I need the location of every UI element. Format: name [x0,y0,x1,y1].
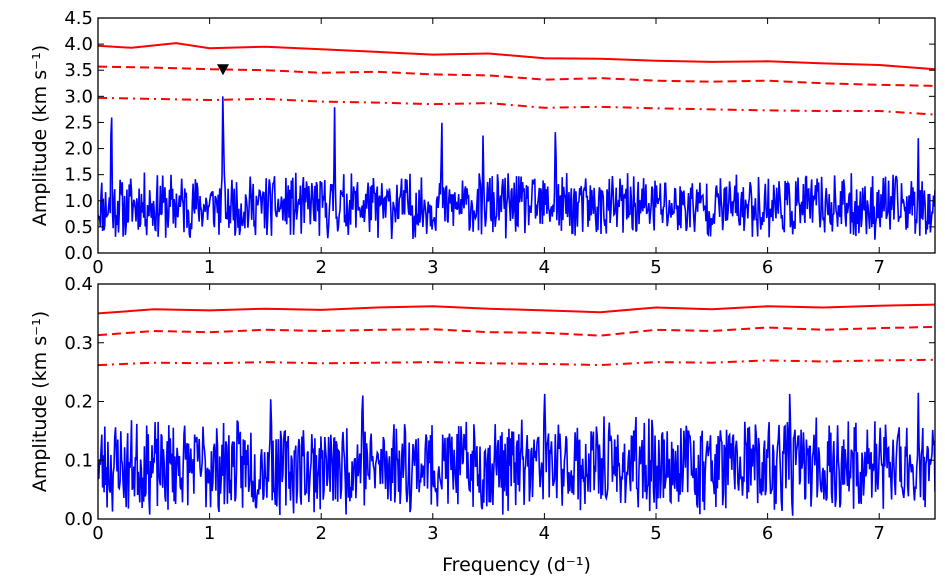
x-tick-label: 2 [315,523,326,544]
plot-area [98,42,935,240]
peak-marker-triangle [216,64,229,76]
y-axis-label: Amplitude (km s⁻¹) [29,311,51,492]
threshold-line-solid [98,303,935,315]
x-tick-label: 0 [92,257,103,278]
x-tick-label: 0 [92,523,103,544]
amplitude-spectrum-line [98,392,935,516]
threshold-line-dashed [98,325,935,337]
y-tick-label: 4.0 [64,34,93,55]
plot-area [98,303,935,516]
y-tick-label: 0.2 [64,392,93,413]
amplitude-spectrum-line [98,96,935,240]
x-tick-label: 5 [650,523,661,544]
threshold-line-dashdot [98,96,935,116]
y-tick-label: 0.0 [64,243,93,264]
y-tick-label: 0.1 [64,450,93,471]
y-tick-label: 1.0 [64,191,93,212]
y-tick-label: 0.4 [64,274,93,295]
x-axis-label: Frequency (d⁻¹) [442,554,591,576]
threshold-line-solid [98,42,935,71]
x-tick-label: 6 [762,257,773,278]
x-tick-label: 2 [315,257,326,278]
x-tick-label: 6 [762,523,773,544]
y-axis-label: Amplitude (km s⁻¹) [29,45,51,226]
x-tick-label: 5 [650,257,661,278]
x-tick-label: 7 [873,523,884,544]
x-tick-label: 4 [539,257,550,278]
bottom-panel: 0 1 2 3 4 5 6 7 0.0 0.1 0.2 0.3 0.4 Amplitude (km s⁻¹… [29,274,936,576]
x-tick-label: 3 [427,257,438,278]
y-tick-label: 0.0 [64,509,93,530]
threshold-line-dashdot [98,358,935,367]
x-tick-label: 4 [539,523,550,544]
y-tick-label: 3.0 [64,86,93,107]
plot-frame [97,17,936,254]
x-tick-label: 7 [873,257,884,278]
top-panel: 0 1 2 3 4 5 6 7 0.0 0.5 1.0 1.5 2.0 2.5 3.0 3.5 4.0 4.5 Am… [29,8,936,278]
y-tick-label: 2.0 [64,139,93,160]
y-tick-label: 0.3 [64,333,93,354]
x-tick-label: 1 [204,257,215,278]
y-tick-label: 0.5 [64,217,93,238]
x-tick-label: 3 [427,523,438,544]
y-tick-label: 1.5 [64,165,93,186]
y-tick-label: 4.5 [64,8,93,29]
y-tick-label: 3.5 [64,60,93,81]
x-tick-label: 1 [204,523,215,544]
y-tick-label: 2.5 [64,112,93,133]
